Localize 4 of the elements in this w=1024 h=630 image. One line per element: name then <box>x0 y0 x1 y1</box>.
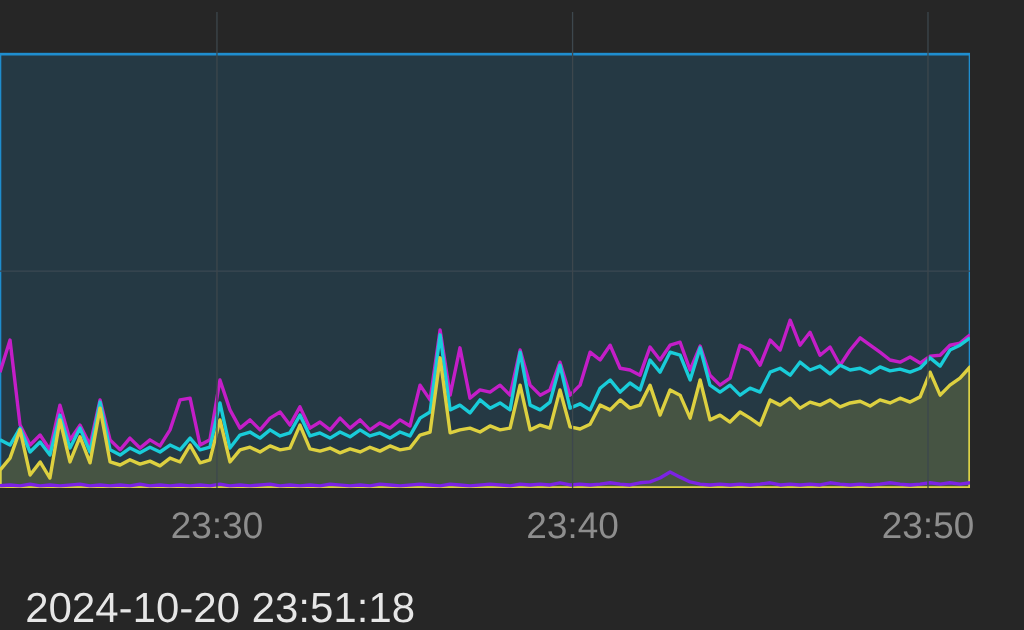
text: 2024-10-20 23:51:18 <box>27 592 414 623</box>
x-tick-label: 23:40 <box>528 512 618 539</box>
x-tick-label: 23:30 <box>172 512 262 539</box>
x-tick-label: 23:50 <box>883 512 973 539</box>
